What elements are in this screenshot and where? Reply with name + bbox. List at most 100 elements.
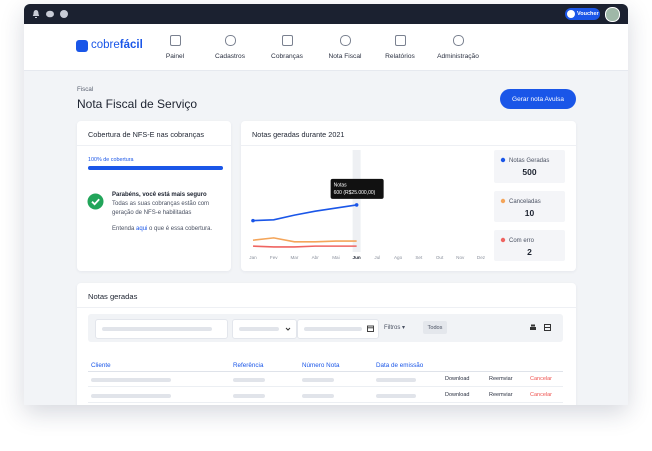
nav-label[interactable]: Cobranças [271, 53, 303, 60]
row-rule [88, 402, 563, 403]
logo-part: fácil [119, 39, 143, 51]
row-action[interactable]: Download [445, 392, 470, 398]
series-line [252, 245, 357, 248]
legend-label: Canceladas [509, 199, 541, 205]
help-text: Entenda aqui o que é essa cobertura. [112, 226, 212, 232]
coverage-card: Cobertura de NFS-E nas cobranças 100% de… [77, 121, 231, 271]
page-title: Nota Fiscal de Serviço [77, 97, 198, 111]
table-rule [88, 371, 563, 372]
print-icon[interactable] [529, 324, 537, 332]
filter-chip[interactable]: Todos [423, 321, 447, 334]
avatar[interactable] [605, 7, 620, 22]
chip-label: Todos [427, 324, 443, 331]
card-title: Notas geradas durante 2021 [252, 130, 345, 139]
x-tick-label: Out [436, 255, 444, 260]
summary-value: 2 [527, 247, 532, 257]
bell-icon[interactable] [32, 10, 40, 18]
x-tick-label: Nov [456, 255, 465, 260]
nav-icon[interactable] [225, 35, 236, 46]
info-icon[interactable] [60, 10, 68, 18]
row-action[interactable]: Cancelar [530, 392, 553, 398]
success-heading: Parabéns, você está mais seguro [112, 192, 207, 198]
hover-band [352, 150, 361, 252]
placeholder [233, 394, 265, 398]
placeholder [239, 327, 279, 331]
date-input[interactable] [297, 319, 379, 339]
row-action[interactable]: Cancelar [530, 376, 553, 382]
export-icon[interactable] [544, 324, 552, 332]
select-input[interactable] [232, 319, 297, 339]
x-tick-label: Fev [270, 255, 278, 260]
series-line [252, 237, 357, 243]
divider [77, 145, 231, 146]
chevron-icon [285, 327, 291, 331]
nav-label[interactable]: Painel [165, 53, 185, 60]
primary-button[interactable]: Gerar nota Avulsa [500, 89, 576, 109]
placeholder [233, 378, 265, 382]
progress-bar [88, 166, 223, 170]
placeholder [91, 378, 171, 382]
divider [241, 145, 576, 146]
chat-icon[interactable] [46, 10, 54, 18]
x-tick-label: Set [415, 255, 423, 260]
check-circle [87, 193, 104, 210]
logo[interactable]: cobrefácil [91, 39, 143, 51]
placeholder [376, 378, 416, 382]
column-header: Referência [233, 362, 264, 369]
success-text: geração de NFS-e habilitadas [112, 209, 192, 216]
x-tick-label: Mar [290, 255, 298, 260]
summary-value: 10 [525, 208, 535, 218]
nav-icon[interactable] [282, 35, 293, 46]
nav-label[interactable]: Nota Fiscal [328, 53, 362, 60]
tooltip: Notas 600 (R$25.000,00) [330, 178, 384, 199]
summary-card [494, 150, 565, 183]
logo-icon [76, 40, 88, 52]
line-chart: Jan Fev Mar Abr Mai Jun Jul Ago Set Out Nov Dez Nota… [249, 150, 565, 261]
nav-icon[interactable] [395, 35, 406, 46]
legend-label: Notas Geradas [509, 158, 549, 164]
column-header: Cliente [91, 362, 111, 369]
row-action[interactable]: Reemviar [489, 392, 513, 398]
filters-button[interactable]: Filtros ▾ [384, 325, 406, 331]
x-tick-label: Mai [332, 255, 339, 260]
placeholder [102, 327, 212, 331]
nav-icon[interactable] [340, 35, 351, 46]
nav-label[interactable]: Administração [437, 53, 479, 60]
series-line [252, 204, 357, 222]
point [354, 203, 359, 207]
progress-label: 100% de cobertura [88, 157, 134, 163]
x-tick-label: Abr [312, 255, 320, 260]
chart-card: Notas geradas durante 2021 Jan Fev Mar Abr M… [241, 121, 576, 271]
search-input[interactable] [95, 319, 228, 339]
row-action[interactable]: Download [445, 376, 470, 382]
placeholder [91, 394, 171, 398]
summary-card [494, 191, 565, 222]
button-label: Gerar nota Avulsa [512, 95, 564, 103]
nav-label[interactable]: Relatórios [385, 53, 415, 60]
voucher-button[interactable]: Voucher [565, 8, 600, 20]
help-prefix: Entenda [112, 226, 135, 232]
tooltip-box [330, 178, 384, 199]
placeholder [304, 327, 362, 331]
check-mark [91, 198, 100, 206]
nav-icon[interactable] [453, 35, 464, 46]
breadcrumb: Fiscal [77, 86, 94, 93]
filters-label: Filtros [384, 325, 401, 331]
row-action[interactable]: Reemviar [489, 376, 513, 382]
x-tick-label: Ago [394, 255, 403, 260]
legend-dot [500, 157, 506, 163]
calendar-icon [367, 325, 374, 332]
nav-icon[interactable] [170, 35, 181, 46]
placeholder [302, 378, 334, 382]
nav-label[interactable]: Cadastros [214, 53, 246, 60]
legend-label: Com erro [509, 238, 535, 244]
check-icon [87, 193, 104, 210]
card-title: Notas geradas [88, 292, 138, 301]
help-link[interactable]: aqui [136, 226, 148, 232]
filter-bar: Filtros ▾ Todos [88, 314, 563, 342]
top-icons [32, 10, 68, 18]
top-bar: Voucher [24, 4, 628, 24]
help-suffix: o que é essa cobertura. [149, 226, 213, 232]
tooltip-title: Notas [334, 182, 348, 188]
column-header: Número Nota [302, 362, 340, 369]
